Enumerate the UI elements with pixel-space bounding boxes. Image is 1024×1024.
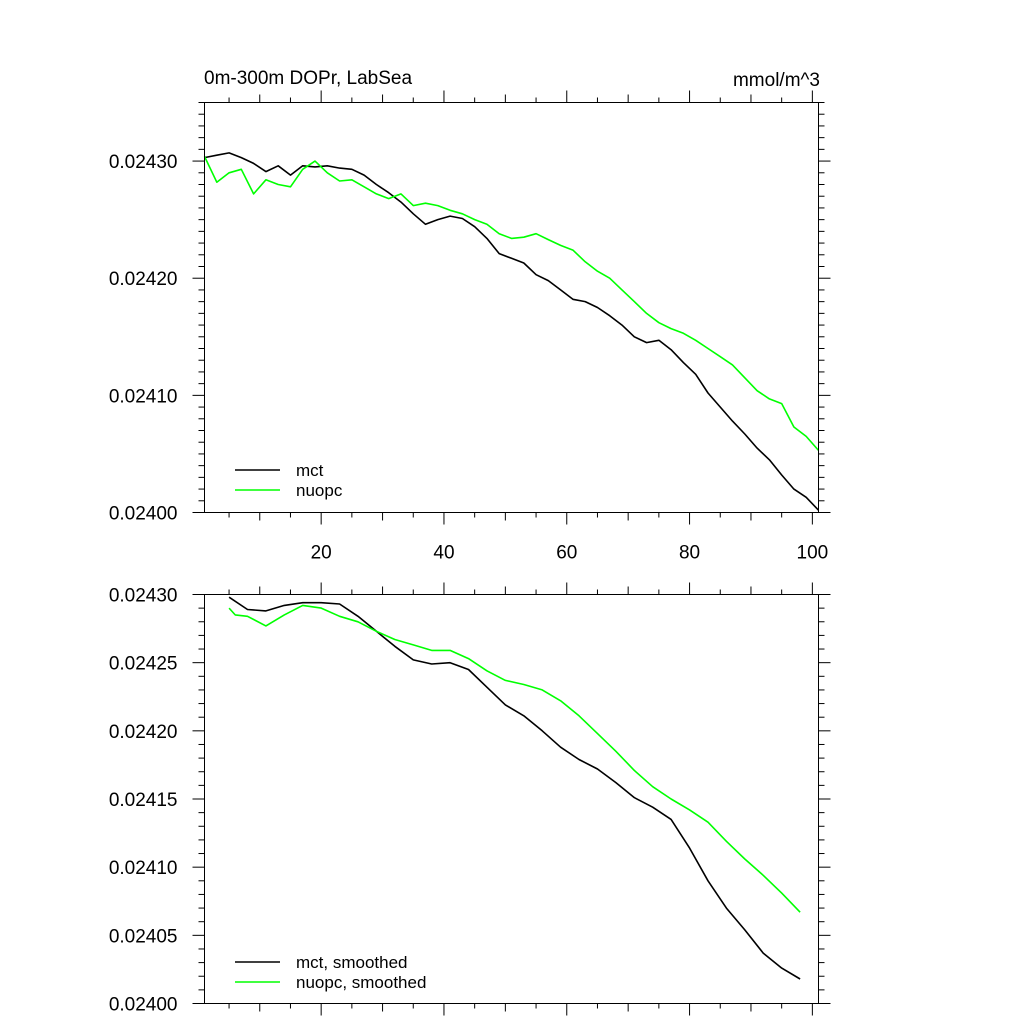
top-chart-plot-frame: [204, 102, 819, 513]
series-line-nuopc-smoothed: [228, 604, 801, 913]
bottom-chart-plot-frame: [204, 594, 819, 1004]
y-tick-label: 0.02405: [109, 926, 178, 947]
series-line-mct: [204, 152, 820, 511]
y-tick-label: 0.02400: [109, 504, 178, 525]
y-tick-label: 0.02410: [109, 386, 178, 407]
x-tick-label: 20: [311, 543, 332, 564]
legend-label: nuopc, smoothed: [296, 973, 426, 992]
y-tick-label: 0.02425: [109, 654, 178, 675]
y-tick-label: 0.02420: [109, 722, 178, 743]
legend-label: mct: [296, 461, 324, 480]
y-tick-label: 0.02410: [109, 858, 178, 879]
bottom-chart-axes: 0.02400 0.02405 0.02410 0.02415 0.02420 0.024…: [109, 582, 831, 1016]
y-tick-label: 0.02430: [109, 152, 178, 173]
bottom-chart-series: [228, 596, 801, 980]
x-tick-label: 80: [679, 543, 700, 564]
top-chart-axes: 20 40 60 80 100 0.02400 0.02410 0.02420 0.02430: [109, 90, 831, 564]
series-line-nuopc: [203, 156, 820, 451]
top-chart-series: [203, 152, 820, 511]
y-tick-label: 0.02420: [109, 269, 178, 290]
series-line-mct-smoothed: [228, 596, 801, 980]
y-tick-label: 0.02400: [109, 995, 178, 1016]
chart-units: mmol/m^3: [733, 70, 820, 91]
legend-label: nuopc: [296, 481, 343, 500]
bottom-chart-panel: 0.02400 0.02405 0.02410 0.02415 0.02420 0.024…: [109, 582, 831, 1016]
top-chart-panel: 0m-300m DOPr, LabSea mmol/m^3 20 40 60 80 10…: [109, 68, 831, 564]
legend-label: mct, smoothed: [296, 953, 408, 972]
x-tick-label: 100: [797, 543, 829, 564]
x-tick-label: 60: [556, 543, 577, 564]
x-tick-label: 40: [433, 543, 454, 564]
y-tick-label: 0.02430: [109, 586, 178, 607]
y-tick-label: 0.02415: [109, 790, 178, 811]
chart-title: 0m-300m DOPr, LabSea: [204, 68, 412, 89]
